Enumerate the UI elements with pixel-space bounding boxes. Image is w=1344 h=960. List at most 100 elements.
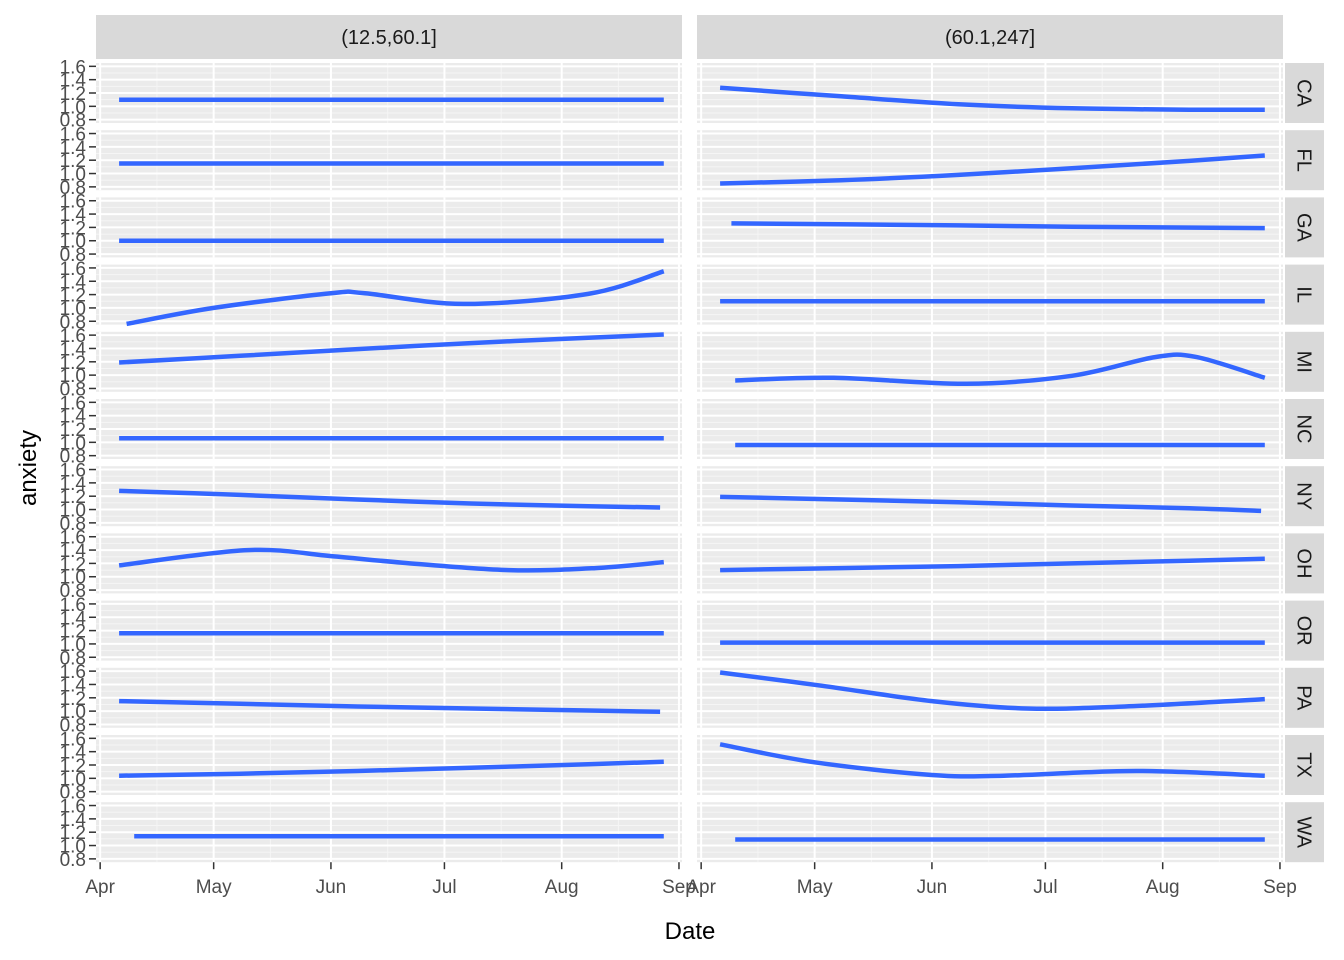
row-strip-OH (1285, 533, 1324, 594)
row-strip-NY (1285, 466, 1324, 527)
y-tick-label: 1.2 (60, 756, 86, 777)
series-line-NY-1 (720, 494, 1262, 514)
y-tick-label: 1.0 (60, 635, 86, 656)
series-line-IL-0 (126, 269, 665, 327)
y-tick-label: 1.4 (60, 474, 87, 495)
column-strip-0 (96, 15, 682, 59)
panel-MI-0 (96, 331, 682, 392)
row-strip-OR (1285, 600, 1324, 661)
row-strip-label-IL: IL (1293, 286, 1315, 303)
y-tick-label: 1.4 (60, 407, 87, 428)
row-strip-label-NY: NY (1293, 482, 1315, 510)
panel-GA-0 (96, 197, 682, 258)
panel-CA-0 (96, 63, 682, 123)
row-strip-label-NC: NC (1293, 415, 1315, 444)
y-tick-label: 1.6 (60, 528, 86, 549)
series-line-TX-0 (119, 759, 664, 778)
y-tick-label: 1.2 (60, 286, 86, 307)
y-tick-label: 1.0 (60, 165, 86, 186)
y-tick-label: 0.8 (60, 178, 86, 199)
panel-TX-1 (697, 735, 1283, 795)
row-strip-TX (1285, 735, 1324, 795)
column-strip-label-0: (12.5,60.1] (341, 27, 437, 49)
y-tick-label: 1.0 (60, 299, 86, 320)
panel-PA-1 (697, 667, 1283, 728)
x-tick-label: Aug (545, 877, 579, 898)
series-line-MI-0 (118, 332, 664, 365)
y-tick-label: 1.6 (60, 393, 86, 414)
x-tick-label: Jul (432, 877, 456, 898)
y-tick-label: 1.2 (60, 823, 86, 844)
column-strip-label-1: (60.1,247] (945, 27, 1035, 49)
y-tick-label: 0.8 (60, 111, 86, 132)
row-strip-label-WA: WA (1293, 816, 1315, 848)
y-axis-title: anxiety (15, 430, 42, 506)
y-tick-label: 1.4 (60, 339, 87, 360)
series-line-GA-1 (731, 221, 1265, 231)
y-tick-label: 1.4 (60, 205, 87, 226)
panel-OR-0 (96, 600, 682, 661)
row-strip-label-OH: OH (1293, 548, 1315, 578)
y-tick-label: 0.8 (60, 514, 86, 535)
y-tick-label: 0.8 (60, 379, 86, 400)
row-strip-label-FL: FL (1293, 149, 1315, 172)
y-tick-label: 1.2 (60, 353, 86, 374)
y-tick-label: 0.8 (60, 447, 86, 468)
panel-PA-0 (96, 667, 682, 728)
series-line-CA-1 (719, 85, 1265, 113)
y-tick-label: 1.0 (60, 837, 86, 858)
y-tick-label: 1.2 (60, 689, 86, 710)
y-tick-label: 1.2 (60, 84, 86, 105)
y-tick-label: 1.2 (60, 487, 86, 508)
panel-WA-1 (697, 802, 1283, 863)
y-tick-label: 1.0 (60, 366, 86, 387)
y-tick-label: 0.8 (60, 581, 86, 602)
row-strip-GA (1285, 197, 1324, 258)
y-tick-label: 1.4 (60, 138, 87, 159)
panels-layer (96, 63, 1283, 863)
panel-NC-1 (697, 399, 1283, 459)
series-line-OH-1 (720, 556, 1265, 573)
y-tick-label: 1.0 (60, 568, 86, 589)
y-tick-label: 1.6 (60, 326, 86, 347)
row-strip-label-TX: TX (1293, 752, 1315, 778)
x-tick-label: Apr (85, 877, 115, 898)
strips-layer: (12.5,60.1] (60.1,247] CA FL GA IL MI NC NY OH OR P… (96, 15, 1324, 863)
y-tick-label: 1.2 (60, 420, 86, 441)
y-tick-label: 1.6 (60, 595, 86, 616)
y-tick-label: 1.4 (60, 810, 87, 831)
column-strip-1 (697, 15, 1283, 59)
panel-NY-1 (697, 466, 1283, 527)
x-tick-label: Jul (1033, 877, 1057, 898)
y-tick-label: 1.4 (60, 743, 87, 764)
y-tick-label: 0.8 (60, 312, 86, 333)
y-tick-label: 1.2 (60, 622, 86, 643)
y-tick-label: 1.0 (60, 97, 86, 118)
y-tick-label: 1.0 (60, 433, 86, 454)
panel-FL-0 (96, 130, 682, 191)
row-strip-CA (1285, 63, 1324, 123)
y-tick-label: 1.6 (60, 662, 86, 683)
row-strip-NC (1285, 399, 1324, 459)
y-axis-layer: 0.81.01.21.41.60.81.01.21.41.60.81.01.21… (60, 57, 96, 871)
series-line-FL-1 (720, 153, 1265, 186)
y-tick-label: 1.6 (60, 57, 86, 78)
row-strip-FL (1285, 130, 1324, 191)
x-tick-label: May (196, 877, 232, 898)
y-tick-label: 1.6 (60, 259, 86, 280)
row-strip-label-MI: MI (1293, 351, 1315, 373)
row-strip-PA (1285, 667, 1324, 728)
row-strip-MI (1285, 331, 1324, 392)
x-axis-title: Date (665, 918, 716, 945)
panel-NY-0 (96, 466, 682, 527)
row-strip-WA (1285, 802, 1324, 863)
y-tick-label: 0.8 (60, 850, 86, 871)
x-tick-label: Apr (686, 877, 716, 898)
x-tick-label: Sep (662, 877, 696, 898)
series-lines-layer (118, 85, 1266, 842)
x-tick-label: Aug (1146, 877, 1180, 898)
y-tick-label: 1.0 (60, 501, 86, 522)
series-line-PA-0 (119, 698, 661, 715)
series-line-OH-0 (118, 547, 664, 573)
